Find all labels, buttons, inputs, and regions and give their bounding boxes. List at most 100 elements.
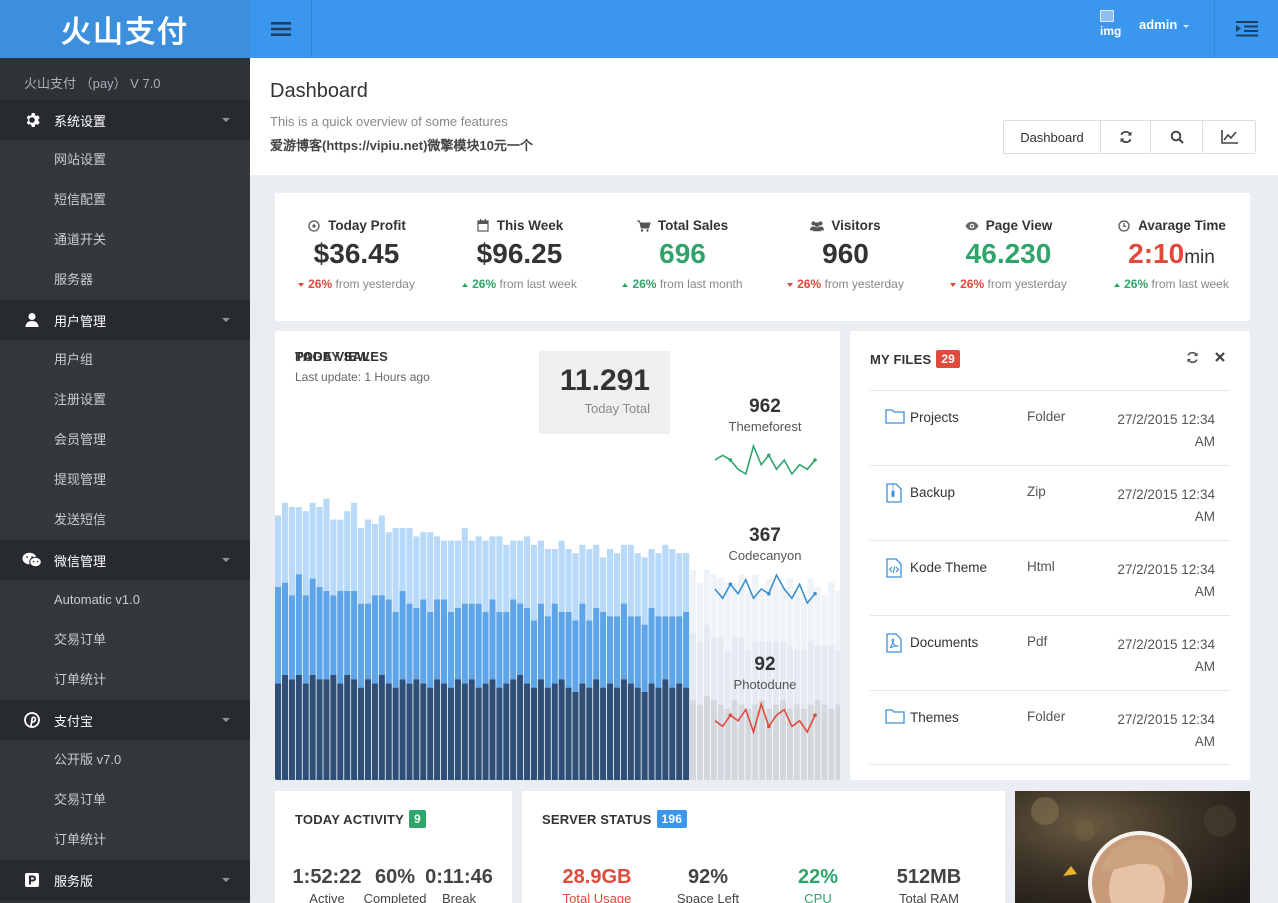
trend-period: from yesterday: [824, 277, 904, 291]
file-row[interactable]: Kode Theme Html 27/2/2015 12:34 AM: [870, 540, 1230, 615]
chart-bar: [427, 532, 434, 612]
file-row[interactable]: Themes Folder 27/2/2015 12:34 AM: [870, 690, 1230, 765]
page-view-label: Codecanyon: [728, 548, 802, 563]
sidebar-section-alipay[interactable]: 支付宝: [0, 700, 250, 740]
profile-photo-panel: [1015, 791, 1250, 903]
search-button[interactable]: [1151, 121, 1203, 153]
file-date: 27/2/2015 12:34 AM: [1095, 634, 1230, 678]
stat-value: 960: [764, 238, 927, 274]
folder-icon: [885, 709, 905, 724]
last-update: Last update: 1 Hours ago: [295, 370, 430, 384]
chart-bar: [703, 696, 710, 780]
chart-bar: [475, 536, 482, 604]
chart-bar: [544, 616, 551, 688]
chart-bar: [620, 603, 627, 680]
chart-bar: [392, 687, 399, 780]
file-date-line: AM: [1194, 734, 1215, 749]
sidebar-item[interactable]: 短信配置: [0, 180, 250, 220]
chart-bar: [302, 511, 309, 596]
chart-bar: [351, 591, 358, 680]
sparkline-point: [767, 724, 771, 729]
server-count-badge: 196: [656, 810, 688, 828]
stat-trend: 26% from yesterday: [275, 277, 438, 291]
stat-number: $96.25: [476, 238, 563, 269]
sidebar-item[interactable]: 公开版 v7.0: [0, 740, 250, 780]
sidebar-item[interactable]: 提现管理: [0, 460, 250, 500]
file-name: Documents: [910, 635, 979, 650]
sidebar-item[interactable]: 网站设置: [0, 140, 250, 180]
sidebar-item[interactable]: 注册设置: [0, 380, 250, 420]
dashboard-button[interactable]: Dashboard: [1004, 121, 1101, 153]
brand-logo[interactable]: 火山支付: [0, 0, 250, 58]
file-row[interactable]: Backup Zip 27/2/2015 12:34 AM: [870, 465, 1230, 540]
server-metric: 92% Space Left: [653, 866, 763, 903]
broken-image-icon: [1100, 10, 1114, 22]
activity-metric: 0:11:46 Break: [421, 866, 497, 903]
chart-bar: [786, 645, 793, 709]
file-row[interactable]: Projects Folder 27/2/2015 12:34 AM: [870, 390, 1230, 465]
stat-trend: 26% from last month: [601, 277, 764, 291]
sidebar-item[interactable]: 订单统计: [0, 820, 250, 860]
sidebar-section-wechat[interactable]: 微信管理: [0, 540, 250, 580]
sparkline-point: [767, 453, 771, 458]
chart-bar: [295, 507, 302, 575]
sidebar-item[interactable]: 会员管理: [0, 420, 250, 460]
right-panel-toggle-button[interactable]: [1214, 0, 1278, 58]
chart-bar: [413, 679, 420, 780]
sidebar-item[interactable]: 服务器: [0, 260, 250, 300]
metric-value: 1:52:22: [292, 866, 362, 888]
sidebar-item[interactable]: 交易订单: [0, 780, 250, 820]
chart-bar: [496, 536, 503, 612]
trend-up-icon: [1114, 282, 1121, 287]
chart-bar: [773, 582, 780, 642]
chart-bar: [309, 578, 316, 675]
chart-bar: [828, 708, 835, 780]
sidebar-item[interactable]: 用户组: [0, 340, 250, 380]
calendar-icon: [476, 219, 490, 233]
file-row[interactable]: Documents Pdf 27/2/2015 12:34 AM: [870, 615, 1230, 690]
folder-icon: [885, 409, 905, 424]
sidebar-section-system[interactable]: 系统设置: [0, 100, 250, 140]
stat-unit: min: [1184, 247, 1215, 268]
refresh-icon[interactable]: [1186, 351, 1199, 364]
page-view-label: Themeforest: [728, 419, 802, 434]
trend-period: from last month: [659, 277, 743, 291]
sidebar-item[interactable]: Automatic v1.0: [0, 580, 250, 620]
chart-bar: [752, 704, 759, 780]
chart-bar: [330, 675, 337, 780]
chart-bar: [558, 612, 565, 680]
sidebar-section-users[interactable]: 用户管理: [0, 300, 250, 340]
menu-toggle-button[interactable]: [250, 0, 312, 58]
file-date-line: AM: [1194, 659, 1215, 674]
sidebar-section-service[interactable]: 服务版: [0, 860, 250, 900]
chart-bar: [288, 679, 295, 780]
sidebar-item[interactable]: 发送短信: [0, 500, 250, 540]
sidebar-item[interactable]: 交易订单: [0, 620, 250, 660]
chart-bar: [731, 582, 738, 638]
sidebar-item[interactable]: 通道开关: [0, 220, 250, 260]
user-menu[interactable]: img admin: [1100, 10, 1190, 46]
chart-bar: [752, 641, 759, 705]
chart-button[interactable]: [1203, 121, 1255, 153]
chart-bar: [537, 679, 544, 780]
chart-bar: [358, 528, 365, 604]
refresh-button[interactable]: [1101, 121, 1151, 153]
chart-bar: [641, 557, 648, 625]
chart-bar: [669, 616, 676, 688]
chart-bar: [302, 595, 309, 684]
chart-bar: [607, 549, 614, 617]
sidebar-item[interactable]: 订单统计: [0, 660, 250, 700]
server-metric: 512MB Total RAM: [874, 866, 984, 903]
chart-bar: [537, 603, 544, 680]
users-icon: [810, 219, 825, 233]
chart-bar: [710, 574, 717, 638]
panel-title-text: MY FILES: [870, 351, 932, 367]
chart-bar: [537, 540, 544, 604]
chart-bar: [738, 637, 745, 705]
activity-metric: 1:52:22 Active: [289, 866, 365, 903]
clock-circle-icon: [307, 219, 321, 233]
chart-bar: [648, 549, 655, 608]
file-date: 27/2/2015 12:34 AM: [1095, 709, 1230, 753]
stat-average-time: Avarage Time 2:10min 26% from last week: [1090, 218, 1253, 291]
close-icon[interactable]: [1214, 351, 1226, 363]
